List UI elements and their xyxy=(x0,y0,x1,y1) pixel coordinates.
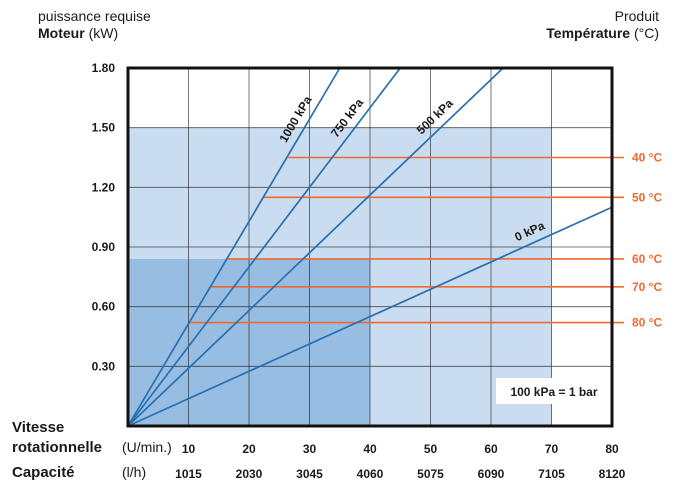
temperature-label-70-c: 70 °C xyxy=(632,280,662,294)
capacity-tick-label: 5075 xyxy=(417,467,444,481)
y-tick-label: 0.90 xyxy=(92,240,116,254)
capacity-tick-label: 4060 xyxy=(357,467,384,481)
x-tick-label: 50 xyxy=(424,442,438,456)
y-axis-title-bold: Moteur xyxy=(38,25,85,41)
y-tick-label: 1.80 xyxy=(92,61,116,75)
series-line-750-kpa xyxy=(127,67,401,427)
temperature-label-60-c: 60 °C xyxy=(632,252,662,266)
series-line-0-kpa xyxy=(127,206,613,427)
series-line-500-kpa xyxy=(127,67,504,427)
temperature-title: Température (°C) xyxy=(546,25,659,42)
x-tick-label: 40 xyxy=(363,442,377,456)
x-tick-label: 10 xyxy=(182,442,196,456)
y-tick-label: 0.60 xyxy=(92,300,116,314)
speed-label-line2: rotationnelle xyxy=(12,439,102,456)
chart-frame xyxy=(126,66,614,428)
capacity-tick-label: 6090 xyxy=(478,467,505,481)
annotation-text: 100 kPa = 1 bar xyxy=(510,385,597,399)
x-tick-label: 30 xyxy=(303,442,317,456)
y-tick-label: 1.50 xyxy=(92,121,116,135)
capacity-tick-label: 3045 xyxy=(296,467,323,481)
y-axis-unit: (kW) xyxy=(88,25,119,41)
temperature-header: Produit Température (°C) xyxy=(546,8,659,42)
capacity-tick-label: 2030 xyxy=(236,467,263,481)
x-tick-label: 80 xyxy=(605,442,619,456)
x-tick-label: 60 xyxy=(484,442,498,456)
y-axis-header-line1: puissance requise xyxy=(38,8,151,24)
capacity-tick-label: 1015 xyxy=(175,467,202,481)
temperature-header-line1: Produit xyxy=(614,8,659,24)
capacity-label: Capacité xyxy=(12,464,75,481)
y-tick-label: 1.20 xyxy=(92,180,116,194)
temperature-label-80-c: 80 °C xyxy=(632,316,662,330)
y-tick-label: 0.30 xyxy=(92,359,116,373)
capacity-tick-label: 7105 xyxy=(538,467,565,481)
speed-unit-label: (U/min.) xyxy=(122,439,172,455)
y-axis-title: Moteur (kW) xyxy=(38,25,151,42)
capacity-tick-label: 8120 xyxy=(599,467,626,481)
y-axis-header: puissance requise Moteur (kW) xyxy=(38,8,151,42)
series-line-1000-kpa xyxy=(127,67,341,427)
temperature-title-bold: Température xyxy=(546,25,631,41)
temperature-label-40-c: 40 °C xyxy=(632,151,662,165)
x-tick-label: 20 xyxy=(242,442,256,456)
temperature-label-50-c: 50 °C xyxy=(632,190,662,204)
annotation-box xyxy=(496,378,612,404)
x-tick-label: 70 xyxy=(545,442,559,456)
temperature-unit: (°C) xyxy=(633,25,659,41)
speed-label-line1: Vitesse xyxy=(12,419,64,436)
capacity-unit-label: (l/h) xyxy=(122,464,146,480)
